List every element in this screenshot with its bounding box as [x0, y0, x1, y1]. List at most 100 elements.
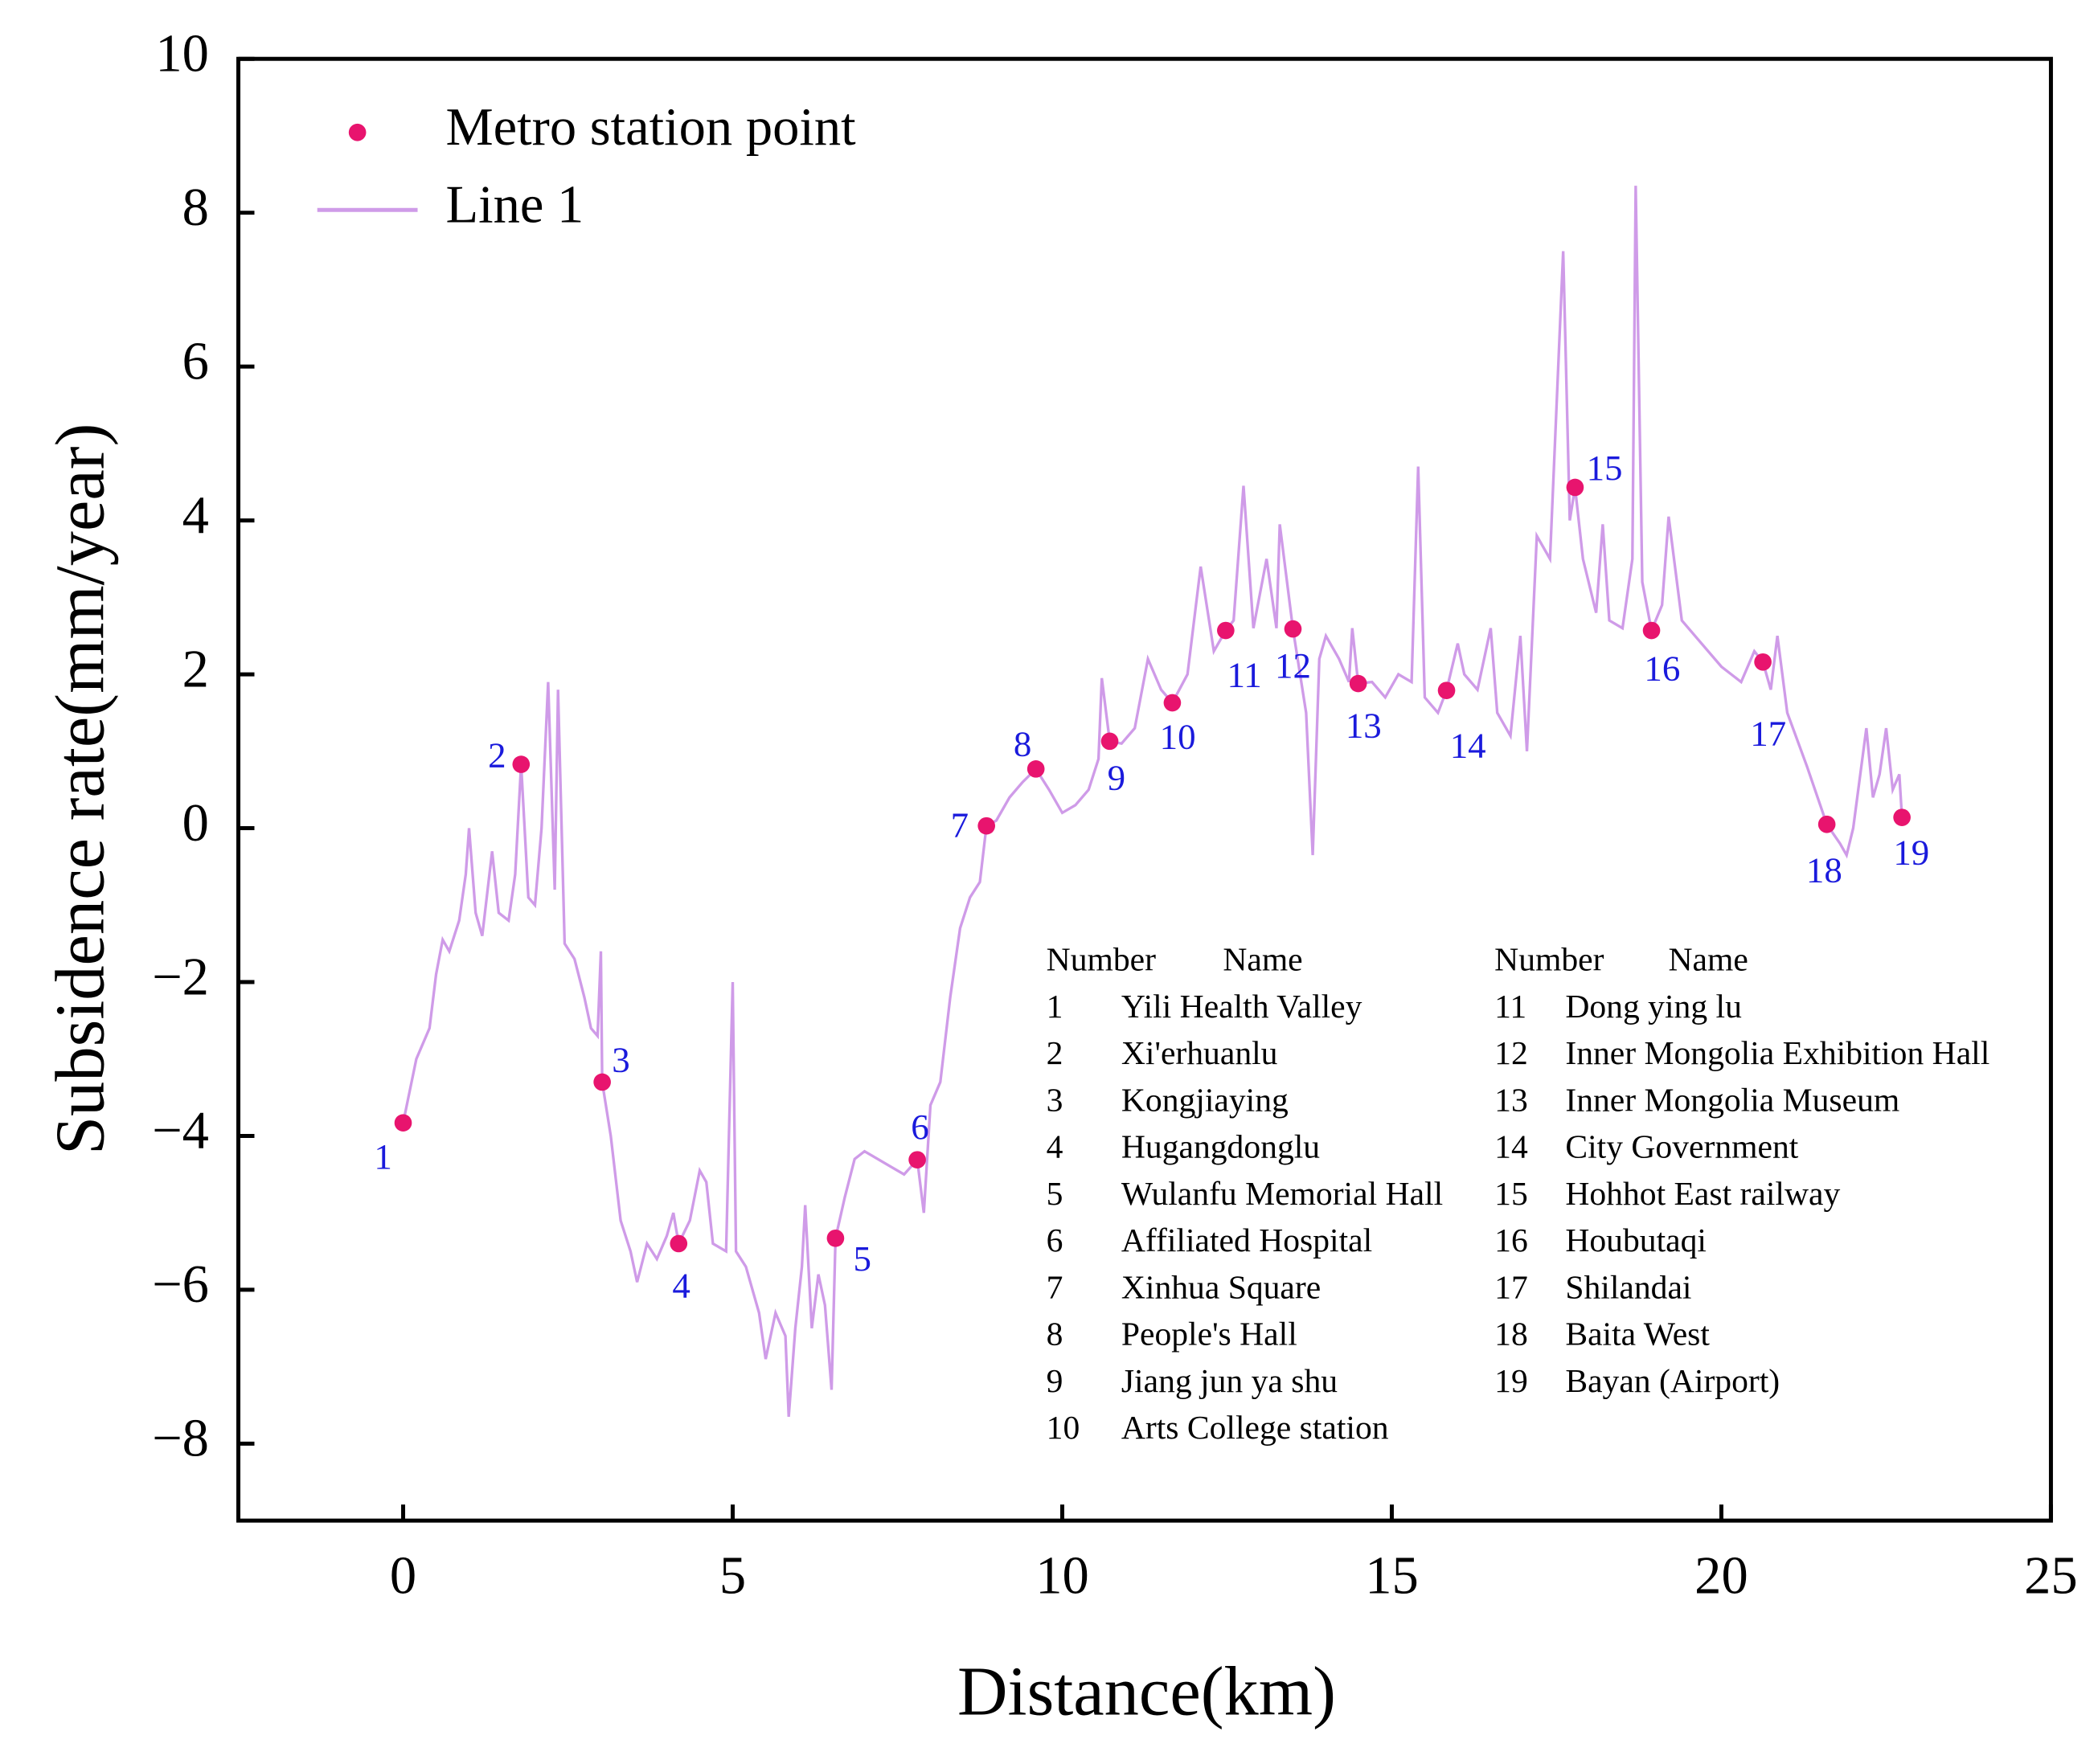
- table-number: 16: [1494, 1222, 1528, 1259]
- table-number: 18: [1494, 1316, 1528, 1353]
- table-number: 4: [1047, 1128, 1063, 1165]
- y-tick-label: −6: [152, 1255, 209, 1314]
- legend-text: Metro station point: [445, 98, 856, 157]
- table-number: 2: [1047, 1034, 1063, 1071]
- station-point: [670, 1234, 688, 1253]
- station-point: [826, 1229, 845, 1247]
- table-name: Hugangdonglu: [1121, 1128, 1320, 1165]
- station-point: [1163, 694, 1182, 712]
- table-number: 7: [1047, 1268, 1063, 1305]
- station-label: 9: [1108, 758, 1125, 798]
- table-number: 6: [1047, 1222, 1063, 1259]
- y-tick-label: −4: [152, 1102, 209, 1160]
- station-point: [394, 1114, 412, 1132]
- station-label: 5: [853, 1238, 871, 1279]
- table-name: Dong ying lu: [1565, 988, 1742, 1025]
- station-point: [1817, 815, 1836, 833]
- table-header: Name: [1668, 941, 1748, 978]
- station-label: 11: [1227, 655, 1262, 695]
- y-axis-title: Subsidence rate(mm/year): [41, 424, 118, 1155]
- table-name: Wulanfu Memorial Hall: [1121, 1175, 1443, 1212]
- table-name: Yili Health Valley: [1121, 988, 1362, 1025]
- table-name: Inner Mongolia Exhibition Hall: [1565, 1034, 1989, 1071]
- table-name: City Government: [1565, 1128, 1798, 1165]
- station-point: [1754, 653, 1772, 671]
- x-tick-label: 15: [1365, 1546, 1419, 1605]
- legend-marker: [348, 123, 367, 141]
- x-axis-title: Distance(km): [957, 1652, 1336, 1729]
- station-point: [1026, 760, 1045, 778]
- table-number: 9: [1047, 1362, 1063, 1399]
- station-label: 6: [911, 1107, 928, 1147]
- y-tick-label: 6: [182, 332, 209, 391]
- station-label: 7: [951, 804, 969, 845]
- y-tick-label: 2: [182, 640, 209, 698]
- table-header: Number: [1047, 941, 1156, 978]
- table-number: 8: [1047, 1316, 1063, 1353]
- table-header: Name: [1223, 941, 1302, 978]
- station-label: 17: [1750, 713, 1786, 753]
- table-header: Number: [1494, 941, 1604, 978]
- x-tick-label: 10: [1035, 1546, 1089, 1605]
- station-label: 4: [672, 1265, 690, 1305]
- station-label: 13: [1346, 705, 1382, 745]
- station-label: 3: [612, 1039, 629, 1079]
- table-number: 15: [1494, 1175, 1528, 1212]
- x-tick-label: 25: [2024, 1546, 2078, 1605]
- x-tick-label: 0: [390, 1546, 416, 1605]
- table-name: Affiliated Hospital: [1121, 1222, 1372, 1259]
- table-number: 10: [1047, 1409, 1080, 1446]
- y-tick-label: 0: [182, 794, 209, 853]
- legend-text: Line 1: [445, 176, 584, 235]
- table-number: 1: [1047, 988, 1063, 1025]
- table-name: Jiang jun ya shu: [1121, 1362, 1338, 1399]
- table-name: Bayan (Airport): [1565, 1362, 1780, 1400]
- station-point: [977, 817, 996, 835]
- table-name: People's Hall: [1121, 1316, 1297, 1353]
- station-point: [593, 1073, 611, 1091]
- station-label: 10: [1160, 716, 1196, 756]
- table-name: Inner Mongolia Museum: [1565, 1081, 1899, 1118]
- x-tick-label: 5: [719, 1546, 746, 1605]
- table-number: 3: [1047, 1081, 1063, 1118]
- plot-frame: [236, 56, 2053, 1523]
- table-number: 13: [1494, 1081, 1528, 1118]
- station-point: [908, 1151, 926, 1168]
- table-number: 14: [1494, 1128, 1528, 1165]
- station-label: 12: [1275, 645, 1311, 686]
- table-number: 5: [1047, 1175, 1063, 1212]
- station-point: [1642, 621, 1661, 640]
- station-point: [1100, 732, 1119, 751]
- table-name: Arts College station: [1121, 1409, 1389, 1446]
- table-name: Houbutaqi: [1565, 1222, 1707, 1259]
- station-point: [1566, 478, 1584, 497]
- x-tick-label: 20: [1694, 1546, 1748, 1605]
- table-name: Hohhot East railway: [1565, 1175, 1840, 1212]
- data-line: [401, 186, 1903, 1418]
- station-label: 1: [374, 1136, 391, 1177]
- station-label: 15: [1587, 448, 1623, 488]
- table-number: 17: [1494, 1268, 1528, 1305]
- y-tick-label: −8: [152, 1410, 209, 1468]
- station-point: [1349, 674, 1367, 693]
- station-point: [1893, 808, 1911, 826]
- y-tick-label: −2: [152, 947, 209, 1006]
- station-label: 14: [1450, 726, 1486, 766]
- table-name: Kongjiaying: [1121, 1081, 1289, 1118]
- station-point: [512, 755, 531, 773]
- y-tick-label: 8: [182, 178, 209, 237]
- station-label: 16: [1644, 648, 1680, 688]
- station-point: [1217, 621, 1235, 640]
- table-name: Baita West: [1565, 1316, 1710, 1353]
- table-number: 11: [1494, 988, 1526, 1025]
- station-point: [1284, 620, 1302, 638]
- table-name: Shilandai: [1565, 1268, 1691, 1305]
- table-name: Xinhua Square: [1121, 1268, 1321, 1305]
- station-label: 18: [1806, 850, 1842, 890]
- station-point: [1437, 681, 1456, 699]
- y-tick-label: 4: [182, 486, 209, 545]
- station-label: 19: [1893, 833, 1929, 873]
- station-label: 2: [488, 735, 506, 776]
- table-number: 12: [1494, 1034, 1528, 1071]
